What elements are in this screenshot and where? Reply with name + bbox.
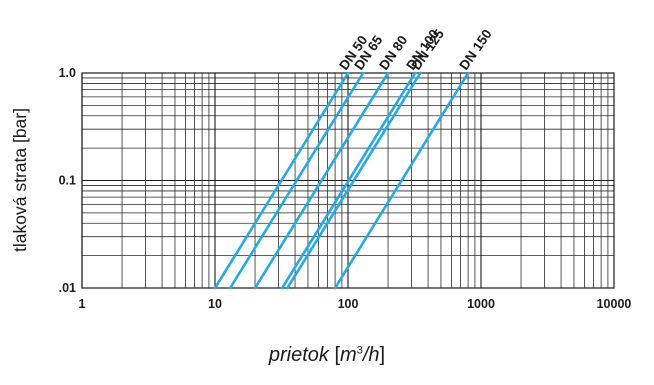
x-tick-labels: 1 10 100 1000 10000 [79,297,632,311]
x-axis-unit-rest: /h [362,344,380,366]
x-axis-unit-exponent: 3 [356,344,363,357]
y-tick-labels: 1.0 0.1 .01 [59,66,76,295]
series-line-4 [280,71,417,290]
series-line-3 [253,71,390,290]
x-tick-label: 1 [79,297,86,311]
y-tick-label: 0.1 [59,174,76,188]
series-line-2 [228,71,365,290]
series-line-5 [286,71,422,290]
series-lines [213,71,470,290]
y-tick-label: 1.0 [59,66,76,80]
series-line-6 [333,71,470,290]
x-axis-label-open: [ [328,344,341,366]
series-label-6: DN 150 [456,27,495,73]
series-line-1 [213,71,350,290]
y-tick-label: .01 [59,281,76,295]
x-tick-label: 10000 [597,297,632,311]
x-tick-label: 100 [338,297,359,311]
x-tick-label: 1000 [467,297,495,311]
y-axis-label: tlaková strata [bar] [10,108,30,252]
x-axis-unit-base: m [340,344,357,366]
x-axis-label-word: prietok [268,344,329,366]
x-axis-label: prietok [m3/h] [0,344,654,367]
x-axis-label-close: ] [379,344,386,366]
x-tick-label: 10 [208,297,222,311]
